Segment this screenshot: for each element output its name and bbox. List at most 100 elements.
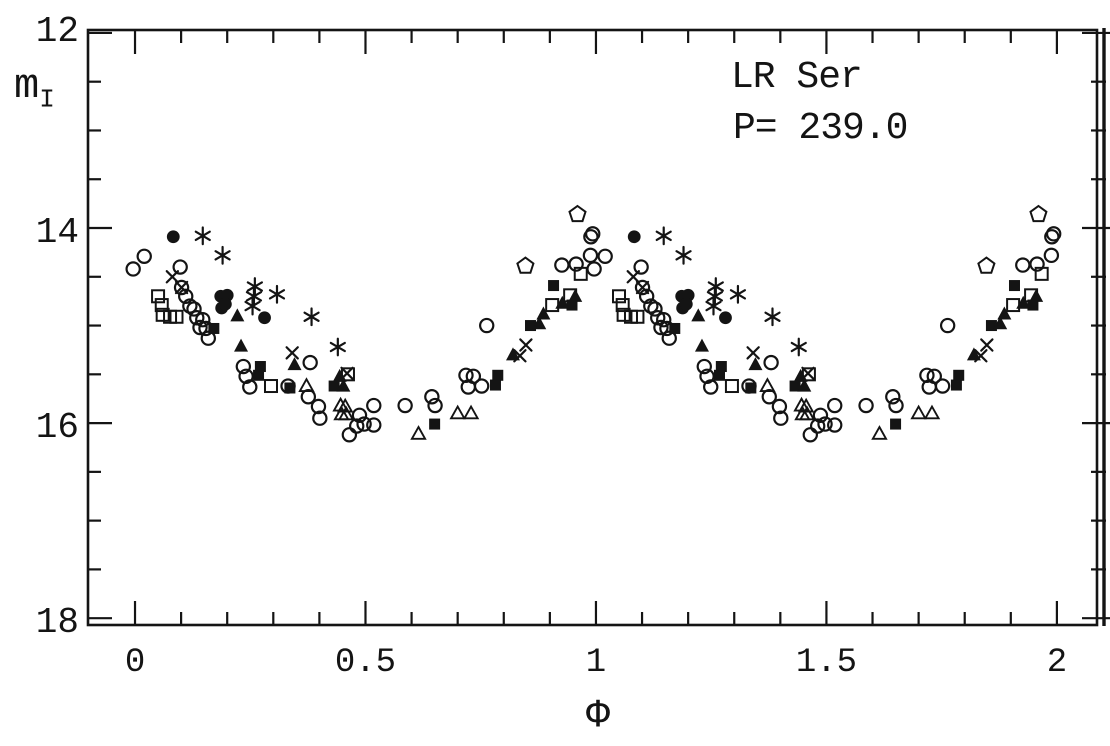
filled-square-marker: [745, 382, 757, 394]
filled-circle-marker: [719, 311, 732, 325]
open-pentagon-points: [516, 204, 1048, 274]
open-circle-marker: [242, 379, 258, 395]
open-circle-marker: [696, 358, 712, 375]
filled-triangle-marker: [966, 347, 981, 361]
open-circle-marker: [585, 226, 601, 242]
open-circle-marker: [200, 330, 217, 346]
chart-title-star-name: LR Ser: [731, 56, 863, 99]
open-circle-marker: [424, 389, 440, 405]
open-circle-marker: [173, 279, 190, 296]
filled-square-marker: [566, 299, 578, 311]
open-circle-marker: [633, 259, 649, 275]
open-circle-marker: [926, 368, 942, 384]
x-cross-marker: [174, 280, 189, 295]
open-circle-marker: [479, 317, 495, 334]
filled-triangle-marker: [793, 368, 808, 382]
open-circle-marker: [934, 378, 951, 394]
filled-triangle-marker: [287, 357, 302, 371]
open-circle-marker: [568, 256, 584, 272]
open-circle-marker: [812, 407, 829, 423]
open-circle-marker: [136, 248, 152, 264]
open-triangle-marker: [871, 425, 888, 440]
axis-ticks: [88, 30, 1110, 625]
open-circle-marker: [1029, 256, 1045, 272]
open-circle-marker: [1045, 226, 1062, 242]
asterisk-marker: [244, 296, 261, 316]
open-square-marker: [573, 266, 588, 281]
filled-triangle-marker: [568, 288, 583, 302]
open-circle-marker: [885, 389, 901, 405]
filled-circle-marker: [627, 230, 641, 244]
filled-circle-marker: [218, 297, 232, 311]
asterisk-marker: [705, 296, 722, 316]
filled-triangle-marker: [694, 338, 709, 352]
open-circle-marker: [703, 379, 719, 395]
open-pentagon-marker: [568, 204, 587, 223]
x-cross-marker: [746, 346, 760, 360]
filled-triangle-marker: [1029, 288, 1044, 302]
open-circle-marker: [773, 410, 789, 426]
open-square-marker: [169, 309, 184, 324]
open-circle-marker: [1015, 257, 1031, 273]
filled-square-marker: [525, 320, 537, 332]
x-cross-marker: [635, 280, 650, 295]
open-square-marker: [616, 307, 631, 322]
filled-triangle-marker: [1016, 295, 1031, 309]
open-circle-marker: [802, 427, 818, 443]
open-circle-marker: [763, 354, 779, 371]
open-square-marker: [630, 309, 645, 324]
filled-square-marker: [254, 361, 266, 373]
filled-triangle-marker: [555, 295, 570, 309]
filled-triangle-marker: [505, 347, 520, 361]
filled-square-marker: [789, 380, 801, 392]
filled-square-marker: [548, 280, 560, 292]
open-circle-marker: [653, 319, 669, 336]
open-circle-marker: [939, 317, 956, 334]
asterisk-marker: [194, 226, 211, 246]
open-triangle-marker: [910, 404, 927, 420]
open-circle-marker: [366, 397, 382, 414]
open-circle-marker: [817, 416, 833, 432]
open-circle-marker: [172, 259, 188, 275]
filled-triangle-marker: [336, 378, 351, 392]
filled-square-points: [208, 280, 1039, 430]
open-circle-marker: [661, 330, 677, 346]
open-triangle-marker: [449, 404, 466, 420]
open-square-marker: [612, 289, 627, 304]
open-circle-marker: [858, 397, 874, 414]
filled-square-marker: [1027, 299, 1039, 311]
open-circle-marker: [186, 301, 202, 317]
filled-triangle-marker: [748, 357, 763, 371]
open-triangle-marker: [337, 405, 355, 421]
x-tick-label: 1.5: [796, 644, 857, 682]
filled-square-marker: [253, 369, 265, 381]
filled-square-marker: [950, 379, 962, 391]
asterisk-marker: [268, 284, 286, 304]
filled-triangle-marker: [234, 338, 249, 352]
filled-square-marker: [208, 322, 220, 334]
open-circle-marker: [827, 397, 843, 414]
x-cross-marker: [165, 270, 180, 284]
asterisk-marker: [675, 245, 692, 265]
asterisk-marker: [655, 226, 672, 246]
axis-tick-labels: 0 0.5 1 1.5 2 12 14 16 18: [36, 11, 1067, 682]
open-square-marker: [151, 289, 166, 304]
asterisk-marker: [706, 286, 723, 306]
filled-circle-marker: [258, 311, 271, 325]
open-triangle-marker: [798, 405, 816, 421]
asterisk-marker: [790, 337, 807, 357]
open-square-marker: [1034, 266, 1049, 281]
filled-triangle-marker: [691, 308, 706, 322]
open-circle-marker: [235, 358, 252, 375]
filled-square-marker: [492, 369, 504, 381]
plot-frame-rect: [86, 28, 1099, 627]
open-circle-marker: [809, 418, 826, 434]
open-circle-points: [125, 226, 1062, 443]
open-circle-marker: [192, 319, 208, 336]
filled-square-marker: [985, 320, 997, 332]
filled-triangle-marker: [332, 368, 347, 382]
asterisk-marker: [329, 337, 346, 357]
open-square-marker: [154, 298, 169, 313]
open-circle-marker: [597, 248, 613, 264]
